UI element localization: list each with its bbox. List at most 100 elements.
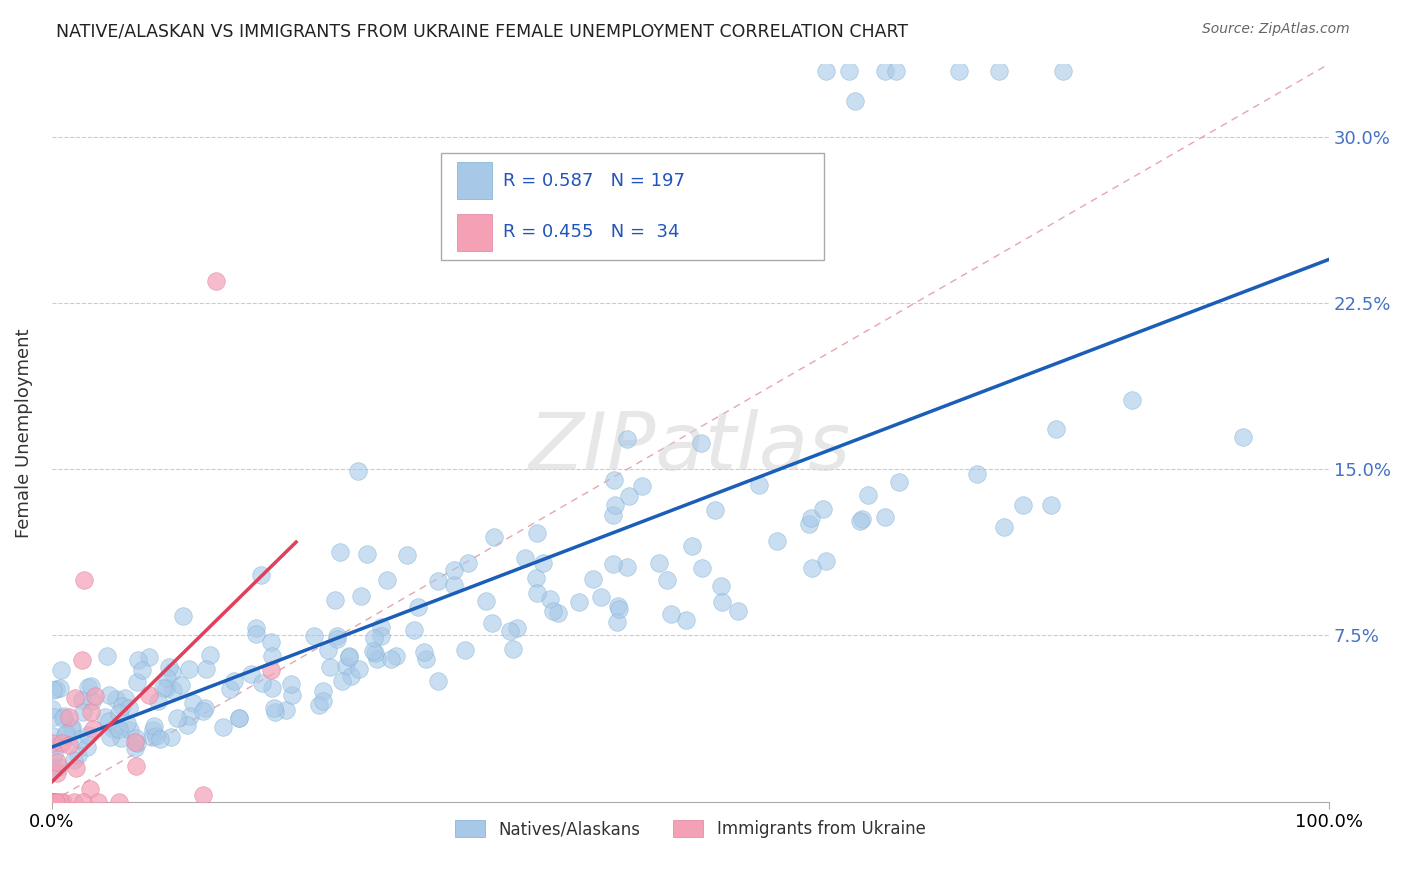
Point — [127, 736, 149, 750]
Point — [681, 539, 703, 553]
Point — [138, 650, 160, 665]
Point — [709, 579, 731, 593]
Point — [340, 669, 363, 683]
Bar — [457, 162, 492, 199]
Point — [162, 682, 184, 697]
Point — [51, 736, 73, 750]
Point — [361, 643, 384, 657]
Point — [48, 759, 70, 773]
Point — [245, 621, 267, 635]
Point — [606, 615, 628, 629]
Point — [582, 572, 605, 586]
Point — [375, 573, 398, 587]
Point — [308, 698, 330, 712]
Point — [62, 795, 84, 809]
Point — [887, 475, 910, 489]
Point — [212, 720, 235, 734]
Point — [82, 694, 104, 708]
Point — [98, 730, 121, 744]
Point — [176, 718, 198, 732]
Point — [194, 701, 217, 715]
Point — [41, 795, 63, 809]
Point — [53, 709, 76, 723]
Point — [157, 659, 180, 673]
Point — [1040, 498, 1063, 512]
Point — [502, 642, 524, 657]
Point — [385, 648, 408, 663]
Point — [104, 721, 127, 735]
Point — [648, 556, 671, 570]
Point — [177, 662, 200, 676]
Point — [524, 570, 547, 584]
Point — [263, 700, 285, 714]
Point — [1045, 422, 1067, 436]
Point — [53, 728, 76, 742]
Point — [873, 63, 896, 78]
Point — [193, 704, 215, 718]
Point — [543, 604, 565, 618]
Point — [41, 701, 63, 715]
Point — [143, 719, 166, 733]
Point — [443, 577, 465, 591]
Point — [966, 467, 988, 481]
Point — [326, 632, 349, 647]
Point — [155, 681, 177, 696]
Point — [49, 795, 72, 809]
Point — [987, 63, 1010, 78]
Point — [531, 556, 554, 570]
Point — [42, 795, 65, 809]
Point — [475, 593, 498, 607]
Point — [115, 715, 138, 730]
Point — [260, 648, 283, 663]
Y-axis label: Female Unemployment: Female Unemployment — [15, 328, 32, 538]
Point — [127, 653, 149, 667]
Point — [72, 795, 94, 809]
Point — [602, 508, 624, 522]
Point — [406, 599, 429, 614]
Point — [616, 560, 638, 574]
Point — [811, 502, 834, 516]
Point — [849, 514, 872, 528]
Point — [108, 795, 131, 809]
Point — [513, 550, 536, 565]
Point — [370, 629, 392, 643]
Point — [547, 606, 569, 620]
Point — [260, 681, 283, 696]
Point — [851, 512, 873, 526]
Point — [591, 590, 613, 604]
Point — [55, 726, 77, 740]
Point — [42, 747, 65, 762]
Point — [281, 688, 304, 702]
Point — [316, 643, 339, 657]
Point — [195, 662, 218, 676]
Point — [46, 766, 69, 780]
Point — [329, 545, 352, 559]
Point — [72, 693, 94, 707]
Point — [125, 731, 148, 745]
Point — [76, 740, 98, 755]
Point — [370, 620, 392, 634]
Point — [124, 735, 146, 749]
Point — [101, 722, 124, 736]
Point — [481, 615, 503, 630]
Point — [499, 624, 522, 638]
Point — [58, 738, 80, 752]
Point — [98, 688, 121, 702]
Point — [80, 705, 103, 719]
Point — [60, 720, 83, 734]
Point — [141, 730, 163, 744]
Point — [844, 95, 866, 109]
Point — [41, 795, 63, 809]
Point — [245, 626, 267, 640]
Point — [160, 665, 183, 679]
Point — [884, 63, 907, 78]
Point — [1011, 498, 1033, 512]
Point — [152, 681, 174, 695]
Text: Source: ZipAtlas.com: Source: ZipAtlas.com — [1202, 22, 1350, 37]
Text: R = 0.455   N =  34: R = 0.455 N = 34 — [502, 223, 679, 241]
Point — [172, 608, 194, 623]
Point — [607, 599, 630, 613]
Point — [617, 489, 640, 503]
Point — [46, 755, 69, 769]
Point — [675, 613, 697, 627]
